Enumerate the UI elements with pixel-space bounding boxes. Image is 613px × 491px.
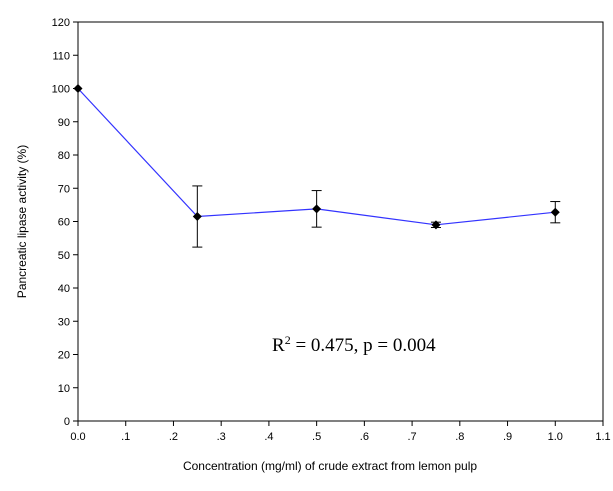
- plot-area-border: [77, 21, 604, 422]
- stats-annotation: R2 = 0.475, p = 0.004: [272, 333, 436, 356]
- series-layer: [73, 84, 561, 248]
- x-tick-label: .4: [264, 431, 273, 443]
- y-tick-label: 20: [58, 350, 70, 362]
- data-point: [192, 212, 202, 222]
- y-tick-label: 80: [58, 150, 70, 162]
- stats-annotation-rest: = 0.475, p = 0.004: [291, 335, 436, 356]
- x-tick-label: .7: [407, 431, 416, 443]
- data-point: [312, 204, 322, 214]
- y-tick-label: 40: [58, 283, 70, 295]
- y-axis-label: Pancreatic lipase activity (%): [15, 145, 29, 298]
- x-tick-label: .8: [455, 431, 464, 443]
- x-axis-label: Concentration (mg/ml) of crude extract f…: [183, 459, 477, 473]
- data-point: [550, 207, 560, 217]
- stats-annotation-r: R: [272, 335, 285, 356]
- plot-frame: [77, 21, 604, 422]
- x-tick-label: 0.0: [70, 431, 85, 443]
- data-point: [73, 84, 83, 93]
- y-tick-label: 90: [58, 117, 70, 129]
- y-tick-label: 0: [64, 416, 70, 428]
- y-tick-label: 70: [58, 183, 70, 195]
- y-tick-label: 50: [58, 250, 70, 262]
- x-tick-label: .3: [217, 431, 226, 443]
- y-tick-label: 60: [58, 217, 70, 229]
- y-axis: 0 10 20 30 40 50 60 70 80 90 100 110 120: [52, 17, 78, 428]
- x-tick-label: .5: [312, 431, 321, 443]
- x-tick-label: 1.1: [595, 431, 610, 443]
- x-tick-label: .9: [503, 431, 512, 443]
- stats-annotation-sup: 2: [285, 333, 291, 347]
- y-tick-label: 120: [52, 17, 70, 29]
- x-axis: 0.0 .1 .2 .3 .4 .5 .6 .7 .8 .9 1.0 1.1: [70, 421, 611, 443]
- x-tick-label: .1: [121, 431, 130, 443]
- y-tick-label: 10: [58, 383, 70, 395]
- y-tick-label: 100: [52, 84, 70, 96]
- data-point: [431, 220, 441, 230]
- x-tick-label: 1.0: [548, 431, 563, 443]
- x-tick-label: .2: [169, 431, 178, 443]
- y-tick-label: 30: [58, 316, 70, 328]
- x-tick-label: .6: [360, 431, 369, 443]
- y-tick-label: 110: [52, 50, 70, 62]
